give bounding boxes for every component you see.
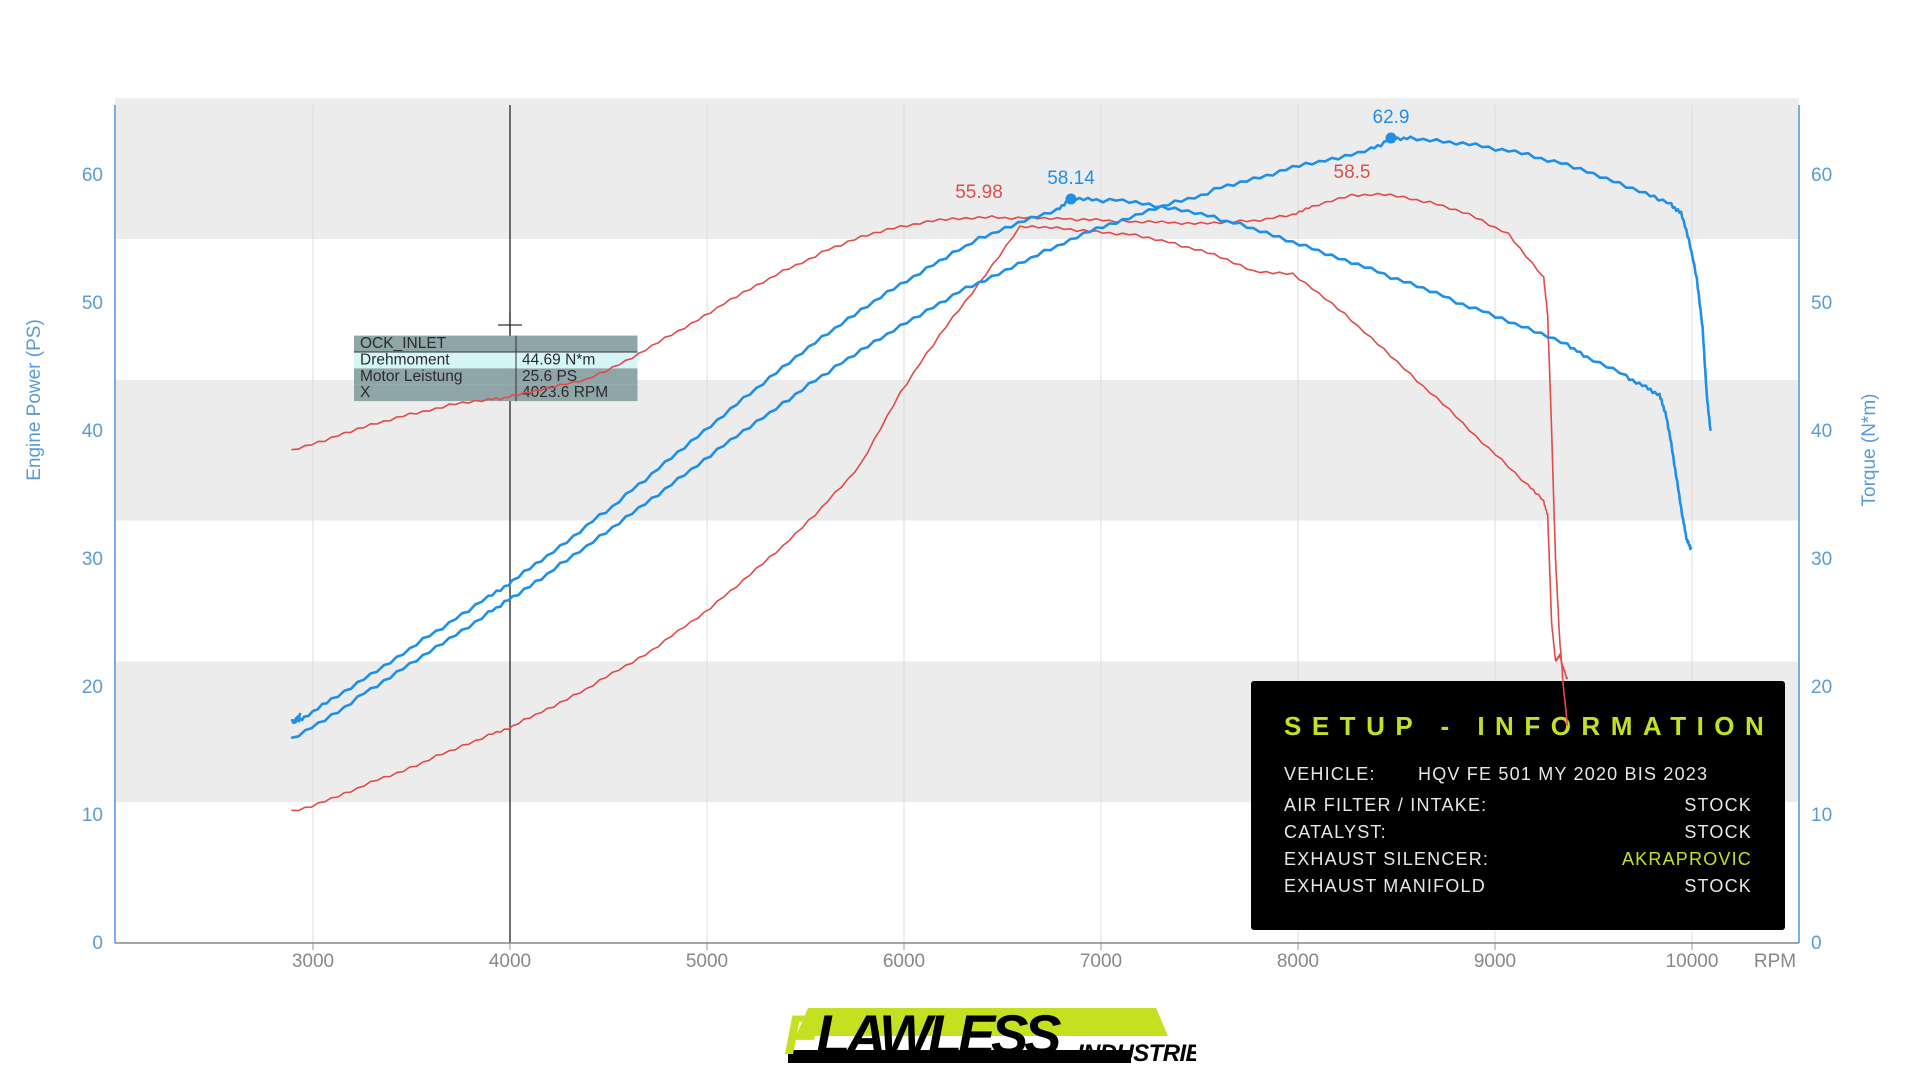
svg-text:10: 10 — [1811, 805, 1832, 826]
svg-text:4000: 4000 — [489, 951, 531, 972]
svg-text:CATALYST:: CATALYST: — [1284, 822, 1387, 842]
svg-text:RPM: RPM — [1754, 951, 1796, 972]
svg-text:60: 60 — [82, 165, 103, 186]
svg-text:20: 20 — [82, 677, 103, 698]
svg-text:LAWLESS: LAWLESS — [816, 1003, 1061, 1066]
svg-text:Motor Leistung: Motor Leistung — [360, 368, 463, 385]
svg-text:SETUP - INFORMATION: SETUP - INFORMATION — [1284, 711, 1774, 741]
svg-text:60: 60 — [1811, 165, 1832, 186]
svg-text:50: 50 — [1811, 293, 1832, 314]
svg-text:62.9: 62.9 — [1373, 107, 1410, 128]
svg-text:STOCK: STOCK — [1684, 795, 1752, 815]
svg-text:58.14: 58.14 — [1047, 168, 1095, 189]
svg-text:9000: 9000 — [1474, 951, 1516, 972]
svg-text:F: F — [784, 1003, 820, 1066]
svg-text:20: 20 — [1811, 677, 1832, 698]
svg-text:55.98: 55.98 — [955, 182, 1003, 203]
svg-text:Engine Power (PS): Engine Power (PS) — [24, 319, 45, 481]
svg-text:6000: 6000 — [883, 951, 925, 972]
svg-text:X: X — [360, 384, 371, 401]
svg-text:7000: 7000 — [1080, 951, 1122, 972]
svg-text:VEHICLE:: VEHICLE: — [1284, 764, 1376, 784]
svg-text:Drehmoment: Drehmoment — [360, 351, 450, 368]
svg-text:5000: 5000 — [686, 951, 728, 972]
svg-text:EXHAUST SILENCER:: EXHAUST SILENCER: — [1284, 849, 1489, 869]
svg-text:OCK_INLET: OCK_INLET — [360, 335, 447, 352]
svg-text:40: 40 — [82, 421, 103, 442]
svg-text:EXHAUST MANIFOLD: EXHAUST MANIFOLD — [1284, 876, 1486, 896]
svg-text:10000: 10000 — [1666, 951, 1719, 972]
svg-text:3000: 3000 — [292, 951, 334, 972]
svg-text:44.69 N*m: 44.69 N*m — [522, 351, 595, 368]
svg-text:STOCK: STOCK — [1684, 822, 1752, 842]
svg-text:10: 10 — [82, 805, 103, 826]
svg-text:58.5: 58.5 — [1334, 162, 1371, 183]
svg-text:30: 30 — [82, 549, 103, 570]
svg-text:25.6 PS: 25.6 PS — [522, 368, 577, 385]
svg-text:STOCK: STOCK — [1684, 876, 1752, 896]
svg-text:40: 40 — [1811, 421, 1832, 442]
svg-text:30: 30 — [1811, 549, 1832, 570]
svg-text:INDUSTRIES: INDUSTRIES — [1077, 1040, 1196, 1067]
svg-text:HQV FE 501 MY 2020 BIS 2023: HQV FE 501 MY 2020 BIS 2023 — [1418, 764, 1708, 784]
svg-text:50: 50 — [82, 293, 103, 314]
svg-text:4023.6 RPM: 4023.6 RPM — [522, 384, 608, 401]
svg-text:Torque (N*m): Torque (N*m) — [1859, 394, 1880, 507]
svg-text:AKRAPROVIC: AKRAPROVIC — [1622, 849, 1752, 869]
svg-text:8000: 8000 — [1277, 951, 1319, 972]
svg-text:AIR FILTER / INTAKE:: AIR FILTER / INTAKE: — [1284, 795, 1487, 815]
svg-text:0: 0 — [1811, 933, 1822, 954]
svg-text:0: 0 — [92, 933, 103, 954]
